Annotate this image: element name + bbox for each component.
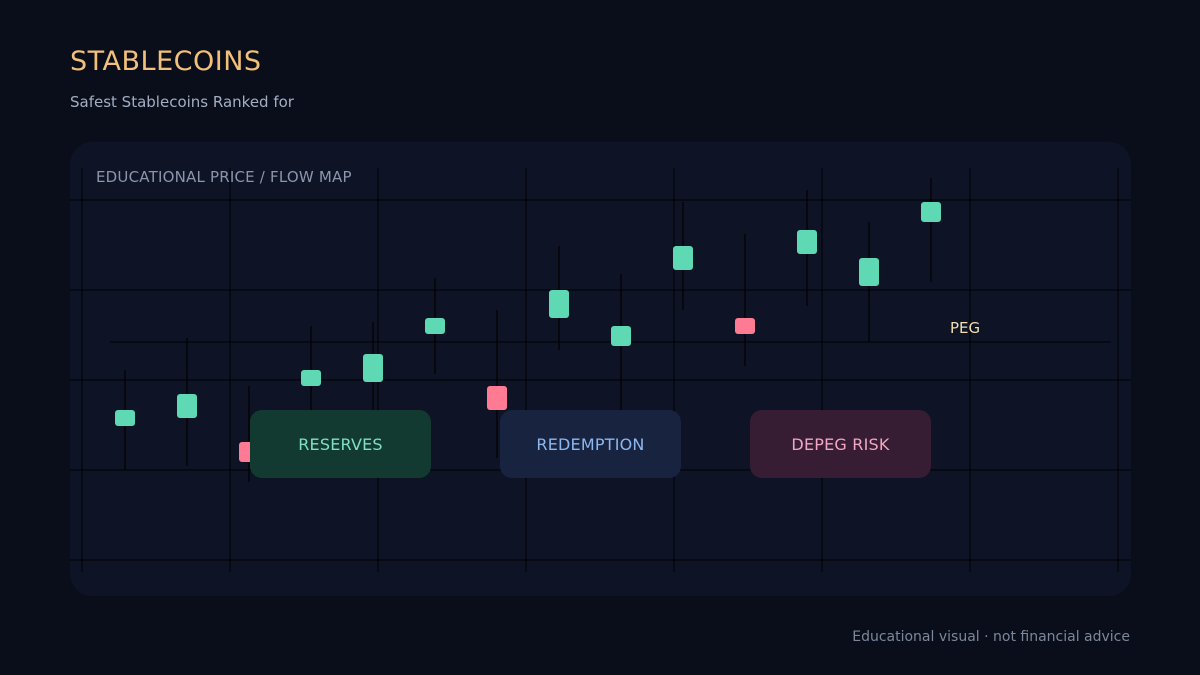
candle-8 (611, 274, 631, 434)
candle-11 (797, 190, 817, 306)
peg-label: PEG (950, 319, 980, 337)
disclaimer-footer: Educational visual · not financial advic… (852, 629, 1130, 645)
chart-panel: PEG EDUCATIONAL PRICE / FLOW MAP RESERVE… (70, 142, 1131, 596)
redemption-box: REDEMPTION (500, 410, 681, 478)
candle-body (487, 386, 507, 410)
candlestick-chart: PEG (70, 168, 1131, 572)
candle-3 (301, 326, 321, 414)
candle-body (425, 318, 445, 334)
peg-line-group: PEG (110, 319, 1111, 343)
candle-10 (735, 234, 755, 366)
candle-body (611, 326, 631, 346)
candle-6 (487, 310, 507, 458)
candle-5 (425, 278, 445, 374)
candle-body (115, 410, 135, 426)
candle-body (859, 258, 879, 286)
candle-body (735, 318, 755, 334)
candle-body (797, 230, 817, 254)
candle-1 (177, 338, 197, 466)
candle-12 (859, 222, 879, 342)
candle-body (549, 290, 569, 318)
candle-0 (115, 370, 135, 470)
page-subtitle: Safest Stablecoins Ranked for (70, 93, 294, 111)
depeg-risk-box: DEPEG RISK (750, 410, 931, 478)
chart-grid (70, 168, 1131, 572)
candle-body (301, 370, 321, 386)
candle-body (673, 246, 693, 270)
panel-label: EDUCATIONAL PRICE / FLOW MAP (96, 168, 352, 186)
reserves-box: RESERVES (250, 410, 431, 478)
page-title: STABLECOINS (70, 46, 262, 77)
candle-body (177, 394, 197, 418)
candle-9 (673, 202, 693, 310)
candle-13 (921, 178, 941, 282)
candle-body (921, 202, 941, 222)
candle-7 (549, 246, 569, 350)
candle-body (363, 354, 383, 382)
